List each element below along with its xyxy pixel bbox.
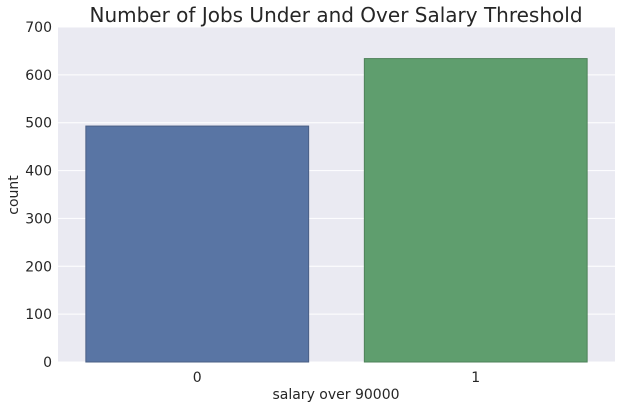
y-tick-label: 700 bbox=[25, 20, 52, 36]
y-axis-label: count bbox=[6, 175, 22, 215]
y-tick-label: 100 bbox=[25, 307, 52, 323]
y-tick-label: 600 bbox=[25, 68, 52, 84]
y-tick-label: 500 bbox=[25, 116, 52, 132]
y-tick-label: 200 bbox=[25, 259, 52, 275]
y-tick-labels: 0 100 200 300 400 500 600 700 bbox=[25, 20, 52, 371]
y-tick-label: 400 bbox=[25, 164, 52, 180]
y-tick-label: 300 bbox=[25, 211, 52, 227]
bar-0 bbox=[85, 125, 310, 363]
x-axis-label: salary over 90000 bbox=[272, 387, 399, 403]
y-tick-label: 0 bbox=[43, 355, 52, 371]
x-tick-label: 0 bbox=[193, 370, 202, 386]
chart-title: Number of Jobs Under and Over Salary Thr… bbox=[89, 3, 582, 27]
x-tick-label: 1 bbox=[471, 370, 480, 386]
bars bbox=[85, 58, 588, 363]
bar-1 bbox=[363, 58, 588, 363]
